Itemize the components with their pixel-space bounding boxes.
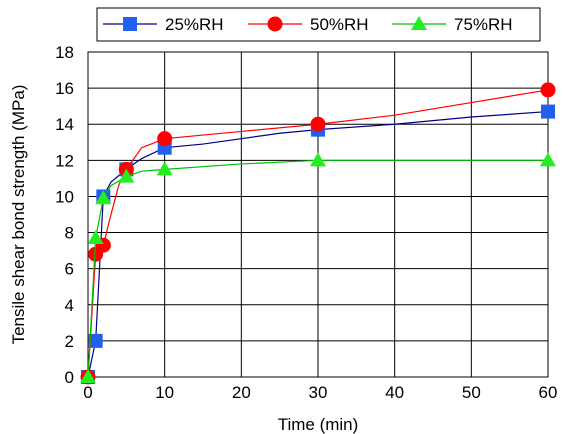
legend-item: 50%RH bbox=[248, 15, 369, 34]
y-tick-label: 0 bbox=[65, 368, 74, 387]
legend-label: 50%RH bbox=[310, 15, 369, 34]
data-point bbox=[540, 82, 556, 98]
y-tick-label: 18 bbox=[55, 43, 74, 62]
data-point bbox=[95, 190, 112, 205]
data-point bbox=[118, 168, 135, 183]
x-tick-label: 20 bbox=[232, 383, 251, 402]
series-75pctrh bbox=[80, 152, 556, 383]
data-point bbox=[80, 369, 96, 383]
x-tick-label: 30 bbox=[309, 383, 328, 402]
legend-item: 25%RH bbox=[103, 15, 224, 34]
legend-marker bbox=[267, 16, 283, 32]
x-axis-title: Time (min) bbox=[278, 415, 359, 434]
legend-marker bbox=[411, 16, 427, 30]
data-point bbox=[87, 229, 104, 244]
y-tick-label: 2 bbox=[65, 332, 74, 351]
x-tick-label: 60 bbox=[539, 383, 558, 402]
data-point bbox=[156, 161, 173, 176]
y-tick-label: 14 bbox=[55, 115, 74, 134]
y-axis: 0 2 4 6 8 10 12 14 16 18 bbox=[55, 43, 74, 387]
legend-item: 75%RH bbox=[392, 15, 513, 34]
data-point bbox=[157, 131, 173, 147]
data-point bbox=[540, 152, 556, 167]
y-axis-title: Tensile shear bond strength (MPa) bbox=[9, 85, 28, 345]
x-axis: 0 10 20 30 40 50 60 bbox=[83, 383, 557, 402]
y-tick-label: 10 bbox=[55, 187, 74, 206]
x-tick-label: 40 bbox=[385, 383, 404, 402]
y-tick-label: 6 bbox=[65, 260, 74, 279]
y-tick-label: 8 bbox=[65, 224, 74, 243]
data-point bbox=[310, 116, 326, 132]
series-line bbox=[87, 159, 548, 378]
x-tick-label: 10 bbox=[155, 383, 174, 402]
y-tick-label: 16 bbox=[55, 79, 74, 98]
legend-box bbox=[96, 7, 541, 42]
legend-marker bbox=[123, 17, 137, 31]
legend-label: 25%RH bbox=[165, 15, 224, 34]
y-tick-label: 12 bbox=[55, 151, 74, 170]
legend-label: 75%RH bbox=[454, 15, 513, 34]
data-point bbox=[310, 152, 326, 167]
data-point bbox=[88, 333, 103, 348]
y-tick-label: 4 bbox=[65, 296, 74, 315]
series-layer bbox=[80, 82, 556, 385]
x-tick-label: 50 bbox=[462, 383, 481, 402]
x-tick-label: 0 bbox=[83, 383, 92, 402]
data-point bbox=[541, 104, 555, 119]
legend: 25%RH 50%RH 75%RH bbox=[96, 7, 541, 42]
plot-frame bbox=[87, 51, 549, 378]
